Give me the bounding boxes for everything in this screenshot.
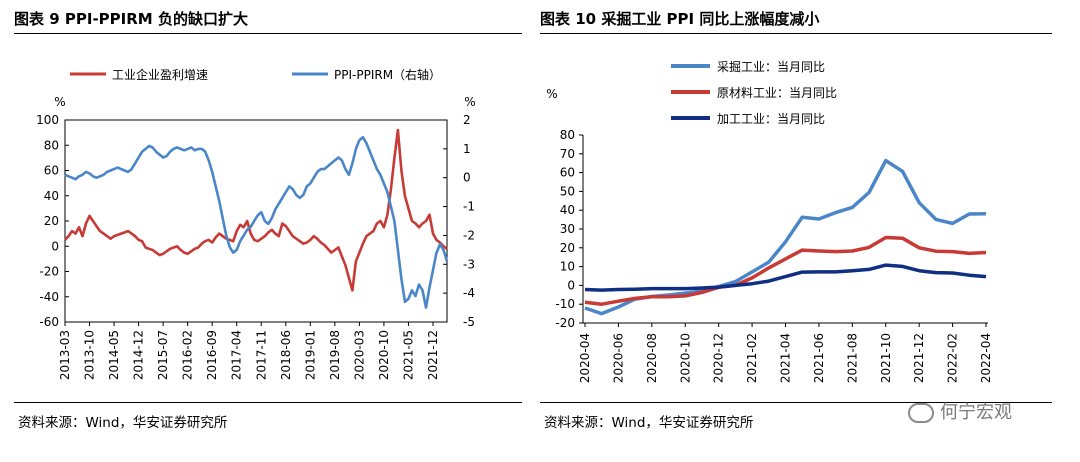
left-x-tick-label: 2021-05 [401, 330, 415, 380]
left-y-unit: % [54, 95, 65, 109]
left-chart: -60 -40 -20 0 20 40 60 80 100 -5 -4 -3 -2 -1 0 1 2% % 2013… [36, 67, 476, 380]
y-tick-label: -20 [555, 316, 575, 330]
left-y-tick-label: 40 [44, 189, 59, 203]
x-tick-label: 2021-06 [812, 333, 826, 383]
legend-label: 采掘工业：当月同比 [717, 59, 825, 74]
left-source-note: 资料来源：Wind，华安证券研究所 [18, 415, 228, 431]
left-y-tick-label: 80 [44, 138, 59, 152]
left-y-tick-label: 0 [51, 239, 59, 253]
watermark: 何宁宏观 [908, 398, 1012, 424]
y-tick-label: 80 [560, 128, 575, 142]
left-x-tick-label: 2019-01 [303, 330, 317, 380]
x-tick-label: 2021-08 [845, 333, 859, 383]
y-tick-label: 30 [560, 222, 575, 236]
left-x-tick-label: 2020-10 [377, 330, 391, 380]
legend-label: 工业企业盈利增速 [112, 67, 208, 82]
x-tick-label: 2020-06 [611, 333, 625, 383]
x-tick-label: 2020-08 [645, 333, 659, 383]
right-source-rule [540, 402, 1052, 403]
y-tick-label: 10 [560, 260, 575, 274]
x-tick-label: 2020-10 [678, 333, 692, 383]
left-x-tick-label: 2020-03 [352, 330, 366, 380]
right-source-note: 资料来源：Wind，华安证券研究所 [544, 415, 754, 431]
left-x-tick-label: 2016-09 [205, 330, 219, 380]
right-chart: -20 -10 0 10 20 30 40 50 60 70 80% 2020-04 2020-06 20… [546, 59, 993, 383]
right-title-rule [540, 33, 1052, 34]
left-x-tick-label: 2019-08 [328, 330, 342, 380]
left-y-tick-label: -20 [39, 265, 59, 279]
mining-line [584, 158, 987, 316]
x-tick-label: 2020-04 [578, 333, 592, 383]
right-y-tick-label: -4 [463, 286, 475, 300]
left-x-tick-label: 2017-11 [254, 330, 268, 380]
left-source-rule [14, 402, 522, 403]
y-tick-label: 50 [560, 184, 575, 198]
y-unit: % [546, 87, 557, 101]
left-x-tick-label: 2017-04 [230, 330, 244, 380]
y-tick-label: 0 [567, 278, 575, 292]
right-y-tick-label: 2 [463, 113, 471, 127]
left-x-tick-label: 2013-10 [83, 330, 97, 380]
left-y-tick-label: -60 [39, 315, 59, 329]
profit-growth-line [64, 128, 448, 292]
left-y-tick-label: 20 [44, 214, 59, 228]
wechat-icon [908, 403, 934, 423]
y-tick-label: -10 [555, 297, 575, 311]
left-x-tick-label: 2014-05 [107, 330, 121, 380]
x-tick-label: 2021-02 [745, 333, 759, 383]
left-title-rule [14, 33, 522, 34]
processing-line [584, 263, 987, 292]
left-plot-frame [64, 119, 448, 323]
right-y-tick-label: -2 [463, 228, 475, 242]
legend-label: 加工工业：当月同比 [717, 112, 825, 126]
x-tick-label: 2022-04 [979, 333, 993, 383]
left-x-tick-label: 2013-03 [58, 330, 72, 380]
right-y-tick-label: 0 [463, 171, 471, 185]
right-y-unit: % [464, 95, 475, 109]
left-x-tick-label: 2021-12 [426, 330, 440, 380]
left-x-tick-label: 2018-06 [279, 330, 293, 380]
y-tick-label: 40 [560, 203, 575, 217]
y-tick-label: 70 [560, 147, 575, 161]
right-figure-title: 图表 10 采掘工业 PPI 同比上涨幅度减小 [540, 10, 820, 28]
left-x-tick-label: 2015-07 [156, 330, 170, 380]
right-y-tick-label: -1 [463, 200, 475, 214]
left-x-tick-label: 2016-02 [181, 330, 195, 380]
y-tick-label: 60 [560, 166, 575, 180]
x-tick-label: 2021-10 [879, 333, 893, 383]
right-y-tick-label: -5 [463, 315, 475, 329]
legend-label: 原材料工业：当月同比 [717, 86, 837, 100]
x-tick-label: 2020-12 [712, 333, 726, 383]
right-y-tick-label: 1 [463, 142, 471, 156]
left-x-tick-label: 2014-12 [132, 330, 146, 380]
y-tick-label: 20 [560, 241, 575, 255]
x-tick-label: 2021-12 [912, 333, 926, 383]
right-y-tick-label: -3 [463, 257, 475, 271]
legend-label: PPI-PPIRM（右轴） [334, 67, 441, 82]
left-y-tick-label: 100 [36, 113, 59, 127]
right-figure-panel: 图表 10 采掘工业 PPI 同比上涨幅度减小 -20 -10 0 10 20 30 40 5… [540, 0, 1080, 462]
left-y-tick-label: -40 [39, 290, 59, 304]
left-y-tick-label: 60 [44, 164, 59, 178]
left-figure-panel: 图表 9 PPI-PPIRM 负的缺口扩大 -60 -40 -20 0 20 40 60 80… [0, 0, 530, 462]
x-tick-label: 2021-04 [779, 333, 793, 383]
x-tick-label: 2022-02 [946, 333, 960, 383]
raw-materials-line [584, 235, 987, 306]
watermark-text: 何宁宏观 [940, 402, 1012, 423]
left-figure-title: 图表 9 PPI-PPIRM 负的缺口扩大 [14, 10, 248, 28]
ppi-ppirm-line [64, 136, 449, 309]
